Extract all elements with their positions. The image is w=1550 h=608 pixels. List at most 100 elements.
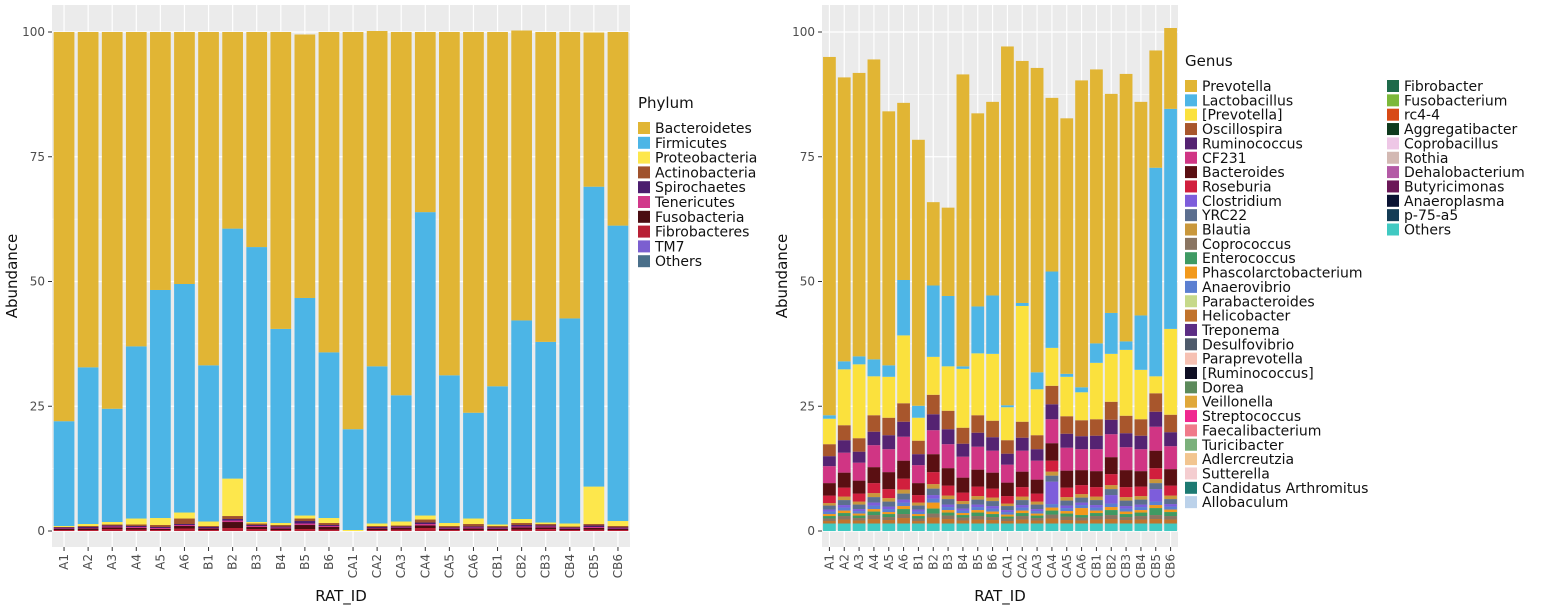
legend-label: CF231 [1202,151,1247,167]
bar-segment-proteobacteria [535,522,557,525]
bar-segment-proteobacteria [77,524,99,527]
bar-segment-phascolarctobacterium [867,509,881,512]
bar-segment-coprococcus [882,517,896,521]
bar-segment-oscillospira [852,438,866,452]
bar-segment-coprococcus [823,518,836,522]
legend-swatch [1387,94,1399,107]
bar-segment-enterococcus [926,508,940,514]
legend-label: [Prevotella] [1202,108,1283,124]
x-tick-label: CA2 [370,554,384,578]
bar-segment-roseburia [926,472,940,485]
bar-segment-yrc22 [852,504,866,510]
x-axis-ticks: A1 A2 A3 A4 A5 A6 B1 B2 B3 B4 B5 B6 CA1 CA2 CA3 CA4 CA5 C… [822,547,1178,578]
bar-segment-ruminococcus [852,451,866,463]
bar-segment-oscillospira [1030,435,1044,450]
bar-segment--prevotella- [1134,369,1148,420]
bar-segment-proteobacteria [125,518,147,525]
bar-segment-clostridium [1075,502,1088,506]
legend-label: Fibrobacter [1404,79,1483,95]
bar-segment-coprococcus [1045,514,1059,519]
y-tick-label: 50 [30,275,45,289]
bar-segment-helicobacter [867,519,881,524]
legend-swatch [1185,280,1197,293]
bar-segment-coprococcus [1090,516,1103,520]
bar-segment--prevotella- [1030,389,1044,436]
bar-segment-spirochaetes [246,525,268,527]
bar-segment-tenericutes [174,525,195,527]
bar-segment-yrc22 [823,505,836,510]
bar-segment-clostridium [986,506,999,509]
bar-segment-bacteroidetes [198,32,219,366]
bar-segment-cf231 [1045,419,1059,444]
legend-label: Allobaculum [1202,495,1288,511]
bar-segment-spirochaetes [439,527,460,529]
bar-segment-bacteroidetes [53,32,75,422]
bar-segment-yrc22 [882,501,896,507]
bar-segment-enterococcus [956,515,970,518]
legend-swatch [1185,94,1197,107]
bar-segment-prevotella [971,113,985,307]
x-tick-label: A2 [837,554,851,570]
legend-swatch [1185,338,1197,351]
legend-swatch [1185,410,1197,423]
bar-segment-firmicutes [125,346,147,519]
x-tick-label: CB5 [587,554,601,578]
x-tick-label: CB3 [1119,554,1133,578]
x-tick-label: B3 [941,554,955,570]
bar-segment-firmicutes [439,375,460,524]
bar-segment-roseburia [897,478,910,490]
bar-segment-roseburia [1075,485,1088,495]
bar-segment-oscillospira [1090,419,1103,436]
bar-segment-ruminococcus [1119,433,1133,448]
bar-segment-ruminococcus [941,429,955,445]
bar-segment-lactobacillus [1015,302,1029,306]
bar-segment-tenericutes [414,524,436,526]
legend-swatch [638,225,650,238]
bar-segment-enterococcus [1149,508,1163,516]
bar-segment-bacteroides [1030,479,1044,494]
bar-segment-lactobacillus [956,366,970,369]
bar-segment-firmicutes [390,395,412,522]
bar-segment-cf231 [882,449,896,473]
bar-segment-lactobacillus [926,285,940,357]
bar-segment-enterococcus [1060,513,1074,517]
bar-segment-clostridium [882,506,896,510]
bar-segment-others [1030,523,1044,531]
legend-swatch [1185,266,1197,279]
bar-segment-yrc22 [926,488,940,496]
bar-segment-oscillospira [1104,401,1118,420]
bar-segment-cf231 [1090,449,1103,472]
x-tick-label: A5 [882,554,896,570]
bar-segment-oscillospira [1134,419,1148,436]
bar-segment-firmicutes [174,283,195,513]
bar-segment-coprococcus [1075,517,1088,521]
bar-segment-others [1134,523,1148,531]
bar-segment-oscillospira [1045,385,1059,405]
bar-segment-bacteroides [897,460,910,479]
bar-segment-fibrobacteres [607,530,629,531]
bar-segment-bacteroidetes [414,32,436,213]
bar-segment-tenericutes [246,526,268,528]
bar-segment-actinobacteria [246,523,268,526]
bar-segment--prevotella- [1001,407,1014,441]
bar-segment-roseburia [986,488,999,498]
bar-segment-bacteroidetes [390,32,412,396]
bar-segment-spirochaetes [511,525,532,527]
bar-segment-prevotella [1119,73,1133,342]
bar-segment-spirochaetes [270,526,292,528]
bar-segment-ruminococcus [1001,453,1014,465]
bar-segment-cf231 [1149,426,1163,451]
bar-segment-prevotella [986,101,999,296]
bar-segment-helicobacter [1090,519,1103,524]
bar-segment-proteobacteria [174,512,195,519]
x-tick-label: CA6 [466,554,480,578]
bar-segment-phascolarctobacterium [1090,510,1103,514]
bar-segment-cf231 [1030,460,1044,480]
bar-segment-cf231 [971,446,985,470]
y-tick-label: 0 [37,524,45,538]
legend-label: Coprobacillus [1404,136,1498,152]
bar-segment-others [882,523,896,531]
bar-segment-coprococcus [912,518,925,522]
bar-segment-anaerovibrio [1104,503,1118,508]
